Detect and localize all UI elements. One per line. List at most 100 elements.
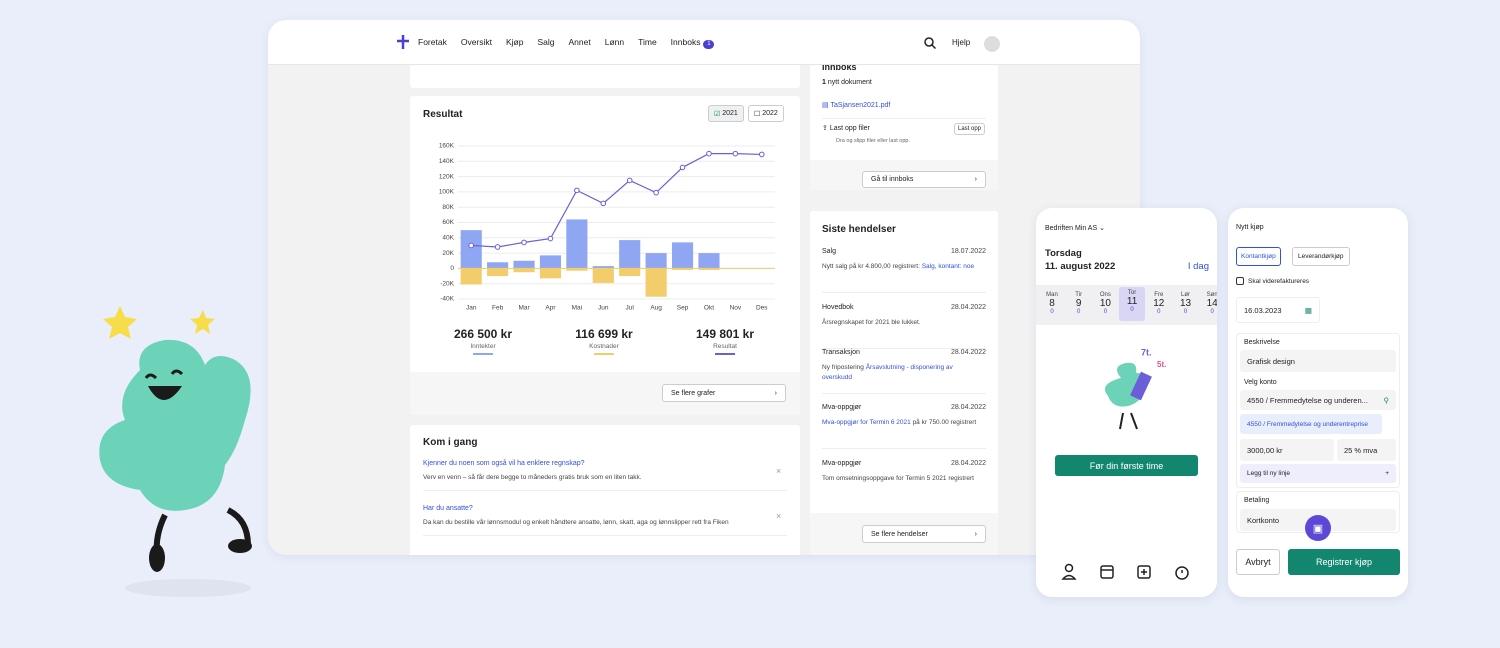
- bar: [487, 268, 509, 277]
- illustration: 7t. 5t.: [1104, 347, 1166, 430]
- nav-item[interactable]: Annet: [569, 37, 591, 49]
- divider: [423, 490, 787, 491]
- result-point: [706, 150, 712, 157]
- description-input[interactable]: Grafisk design: [1240, 350, 1396, 372]
- submit-button[interactable]: Registrer kjøp: [1288, 549, 1400, 575]
- nav-item[interactable]: Time: [638, 37, 657, 49]
- day-name: Lør: [1181, 292, 1190, 298]
- start-question[interactable]: Har du ansatte?: [423, 505, 473, 512]
- field-label: Velg konto: [1244, 379, 1277, 386]
- add-line-button[interactable]: Legg til ny linje +: [1240, 464, 1396, 483]
- result-point: [468, 242, 475, 249]
- getting-started-card: Kom i gang Kjenner du noen som også vil …: [410, 425, 800, 555]
- vat-input[interactable]: 25 % mva: [1337, 439, 1396, 461]
- day-column[interactable]: Man 8 0: [1039, 289, 1065, 321]
- nav-label: Lønn: [604, 37, 625, 47]
- day-column[interactable]: Ons 10 0: [1092, 289, 1118, 321]
- y-tick-label: 100K: [439, 189, 455, 196]
- x-tick-label: Nov: [730, 305, 742, 312]
- bar: [698, 268, 720, 270]
- event-type: Transaksjon: [822, 349, 860, 356]
- day-number: 8: [1049, 298, 1055, 309]
- tab[interactable]: Leverandørkjøp: [1292, 247, 1350, 266]
- start-question[interactable]: Kjenner du noen som også vil ha enklere …: [423, 460, 585, 467]
- nav-item[interactable]: Lønn: [605, 37, 624, 49]
- year-toggle[interactable]: ☐ 2022: [748, 105, 784, 122]
- day-column[interactable]: Tir 9 0: [1066, 289, 1092, 321]
- date-input[interactable]: 16.03.2023 ▦: [1236, 297, 1320, 323]
- app-window: Foretak Oversikt Kjøp Salg Annet Lønn Time Innb…: [268, 20, 1140, 555]
- event-body: Ny fripostering: [822, 364, 866, 371]
- event-type: Mva-oppgjør: [822, 404, 862, 411]
- x-tick-label: Jan: [466, 305, 477, 312]
- event-link[interactable]: Årsavslutning - disponering av overskudd: [822, 364, 953, 381]
- bar: [619, 268, 641, 277]
- button-label: Se flere hendelser: [871, 530, 928, 538]
- bar: [460, 268, 482, 285]
- divider: [423, 535, 787, 536]
- nav-item[interactable]: Salg: [537, 37, 554, 49]
- nav-item[interactable]: Oversikt: [461, 37, 492, 49]
- account-suggestion[interactable]: 4550 / Fremmedytelse og underentreprise: [1240, 414, 1382, 434]
- bar: [539, 268, 562, 279]
- close-icon[interactable]: ×: [776, 511, 782, 521]
- today-link[interactable]: I dag: [1187, 261, 1209, 272]
- result-point: [732, 150, 739, 157]
- events-button[interactable]: Se flere hendelser ›: [862, 525, 986, 543]
- add-line-label: Legg til ny linje: [1247, 470, 1290, 477]
- event-date: 28.04.2022: [950, 404, 986, 411]
- nav-item[interactable]: Innboks 1: [671, 37, 715, 49]
- y-tick-label: 140K: [439, 158, 455, 165]
- legend-swatch: [594, 353, 614, 355]
- calendar-phone: Bedriften Min AS ⌄ Torsdag 11. august 20…: [1036, 208, 1217, 597]
- year-toggle[interactable]: ☑ 2021: [708, 105, 744, 122]
- x-tick-label: Mai: [572, 305, 582, 312]
- total-amount: 116 699 kr: [575, 327, 633, 341]
- bar: [619, 240, 641, 269]
- day-column[interactable]: Tor 11 0: [1119, 287, 1146, 321]
- avatar[interactable]: [984, 36, 1000, 52]
- receipt-fab[interactable]: ▣: [1305, 515, 1331, 541]
- event-link[interactable]: Salg, kontant: noe: [921, 263, 975, 270]
- rebill-checkbox[interactable]: Skal viderefaktureres: [1236, 277, 1309, 285]
- toggle-label: 2021: [722, 110, 738, 117]
- help-link[interactable]: Hjelp: [952, 38, 971, 47]
- bar: [592, 268, 614, 283]
- total-amount: 149 801 kr: [695, 327, 755, 341]
- cancel-button[interactable]: Avbryt: [1236, 549, 1280, 575]
- day-column[interactable]: Søn 14 0: [1199, 289, 1217, 321]
- total-label: Kostnader: [589, 343, 619, 350]
- x-tick-label: Des: [756, 305, 768, 312]
- day-hours: 0: [1077, 309, 1081, 315]
- tab-active[interactable]: Kontantkjøp: [1236, 247, 1281, 266]
- card-title: Siste hendelser: [822, 224, 896, 235]
- nav-item[interactable]: Kjøp: [506, 37, 523, 49]
- upload-label: ⇪ Last opp filer: [822, 125, 870, 132]
- file-link[interactable]: ▤ TaSjansen2021.pdf: [822, 102, 891, 109]
- account-input[interactable]: 4550 / Fremmedytelse og underen... ⚲: [1240, 390, 1396, 410]
- x-tick-label: Mar: [518, 305, 530, 312]
- upload-button[interactable]: Last opp: [954, 123, 986, 135]
- x-tick-label: Sep: [677, 305, 689, 312]
- search-icon[interactable]: [924, 37, 936, 49]
- bar: [513, 260, 535, 269]
- card-title: Innboks: [822, 62, 857, 72]
- day-name: Tor: [1127, 290, 1137, 296]
- day-column[interactable]: Fre 12 0: [1146, 289, 1172, 321]
- result-point: [653, 189, 659, 196]
- more-graphs-button[interactable]: Se flere grafer ›: [662, 384, 786, 402]
- logo[interactable]: [396, 34, 410, 50]
- divider: [822, 118, 986, 119]
- company[interactable]: Bedriften Min AS ⌄: [1045, 225, 1105, 232]
- bar: [671, 268, 694, 270]
- event-link[interactable]: Mva-oppgjør for Termin 6 2021: [822, 419, 911, 426]
- day-column[interactable]: Lør 13 0: [1173, 289, 1199, 321]
- nav-item[interactable]: Foretak: [418, 37, 447, 49]
- day-number: 10: [1099, 298, 1111, 309]
- first-hour-button[interactable]: Før din første time: [1055, 455, 1198, 476]
- close-icon[interactable]: ×: [776, 466, 782, 476]
- inbox-button[interactable]: Gå til innboks ›: [862, 171, 986, 188]
- company-name: Bedriften Min AS: [1045, 225, 1098, 232]
- amount-input[interactable]: 3000,00 kr: [1240, 439, 1334, 461]
- svg-text:7t.: 7t.: [1141, 347, 1152, 357]
